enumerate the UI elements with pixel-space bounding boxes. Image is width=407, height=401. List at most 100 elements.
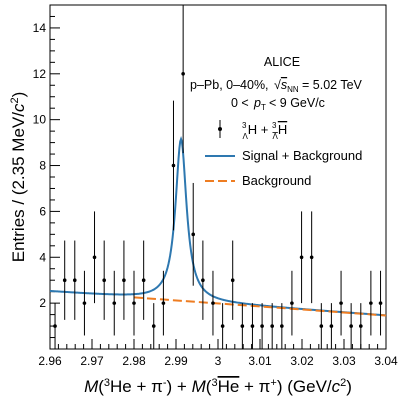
data-marker xyxy=(339,301,343,305)
data-marker xyxy=(201,278,205,283)
data-marker xyxy=(161,301,166,305)
data-point xyxy=(53,303,57,349)
data-marker xyxy=(220,324,225,328)
data-point xyxy=(290,270,294,336)
data-marker xyxy=(230,278,235,283)
data-point xyxy=(201,240,205,320)
data-marker xyxy=(378,301,383,305)
data-point xyxy=(151,303,156,349)
data-point xyxy=(270,303,274,349)
data-marker xyxy=(92,255,97,260)
pt-range-prefix: 0 < xyxy=(231,96,249,110)
data-point xyxy=(122,240,126,320)
data-marker xyxy=(181,72,185,76)
y-tick-label: 14 xyxy=(33,21,47,35)
y-tick-label: 8 xyxy=(39,159,46,173)
data-marker xyxy=(62,278,67,283)
data-point xyxy=(299,211,304,304)
data-point xyxy=(319,303,324,349)
data-point xyxy=(132,270,136,336)
data-marker xyxy=(72,278,77,283)
x-tick-label: 2.96 xyxy=(38,354,62,368)
x-tick-label: 2.97 xyxy=(80,354,104,368)
data-marker xyxy=(171,163,176,168)
series-layer xyxy=(49,5,387,349)
data-point xyxy=(211,270,215,336)
data-marker xyxy=(309,255,314,260)
data-marker xyxy=(112,301,117,305)
data-marker xyxy=(290,301,294,305)
data-point xyxy=(230,240,235,320)
data-marker xyxy=(132,301,136,305)
data-point xyxy=(349,303,353,349)
legend-marker-data xyxy=(218,120,222,138)
data-marker xyxy=(280,324,284,328)
data-point xyxy=(378,270,383,336)
x-tick-label: 2.98 xyxy=(122,354,146,368)
data-point xyxy=(171,100,176,231)
data-marker xyxy=(240,324,245,328)
data-marker xyxy=(250,324,255,328)
data-point xyxy=(141,240,146,320)
data-point xyxy=(72,240,77,320)
data-point xyxy=(191,182,196,286)
x-tick-label: 3.04 xyxy=(374,354,398,368)
data-marker xyxy=(329,324,334,328)
data-point xyxy=(280,303,284,349)
y-tick-label: 2 xyxy=(39,296,46,310)
data-point xyxy=(260,303,264,349)
system-prefix: p–Pb, 0–40%, xyxy=(190,78,269,92)
background-curve xyxy=(133,296,387,317)
data-marker xyxy=(102,278,106,283)
legend-label-signal: Signal + Background xyxy=(242,148,362,163)
data-marker xyxy=(349,324,353,328)
x-tick-label: 2.99 xyxy=(164,354,188,368)
data-marker xyxy=(141,278,146,283)
experiment-label: ALICE xyxy=(264,55,300,69)
x-axis: 2.96 2.97 2.98 2.99 3 3.01 3.02 3.03 3.04 xyxy=(38,339,398,368)
data-point xyxy=(102,240,106,320)
data-point xyxy=(250,303,255,349)
data-marker xyxy=(211,301,215,305)
signal-plus-background-curve xyxy=(49,135,387,317)
y-axis: 2 4 6 8 10 12 14 xyxy=(33,15,60,339)
legend-label-background: Background xyxy=(242,173,311,188)
plot-area: 2 4 6 8 10 12 14 2.96 2.97 2.98 2.99 3 3.01 3.02 3.03… xyxy=(33,4,398,368)
data-point xyxy=(220,303,225,349)
y-tick-label: 10 xyxy=(33,113,47,127)
x-tick-label: 3.03 xyxy=(332,354,356,368)
data-marker xyxy=(319,324,324,328)
data-point xyxy=(240,303,245,349)
data-point xyxy=(161,270,166,336)
pt-symbol: pT xyxy=(253,96,266,112)
data-marker xyxy=(191,232,196,237)
data-point xyxy=(82,270,87,336)
data-point xyxy=(359,303,363,349)
collision-system-label: p–Pb, 0–40%, √sNN = 5.02 TeV xyxy=(190,78,363,94)
data-marker xyxy=(151,324,156,328)
sqrts-symbol: √sNN xyxy=(274,78,299,94)
data-point xyxy=(181,5,185,154)
y-tick-label: 4 xyxy=(39,250,46,264)
data-marker xyxy=(369,301,373,305)
x-tick-label: 3.01 xyxy=(248,354,272,368)
data-point xyxy=(92,211,97,304)
data-marker xyxy=(359,324,363,328)
x-axis-title: M(3He + π-) + M(3He + π+) (GeV/c2) xyxy=(84,377,352,396)
data-marker xyxy=(53,324,57,328)
data-point xyxy=(369,270,373,336)
data-point xyxy=(329,303,334,349)
data-marker xyxy=(82,301,87,305)
data-point xyxy=(112,270,117,336)
legend: 3 ΛH + 3 ΛH Signal + Background Background xyxy=(205,120,362,188)
svg-text:p–Pb, 0–40%,: p–Pb, 0–40%, xyxy=(190,78,269,92)
data-point xyxy=(339,270,343,336)
y-axis-title: Entries / (2.35 MeV/c2) xyxy=(9,92,28,263)
y-tick-label: 12 xyxy=(33,67,47,81)
sqrts-value: = 5.02 TeV xyxy=(302,78,363,92)
data-marker xyxy=(299,255,304,260)
x-tick-label: 3 xyxy=(215,354,222,368)
y-tick-label: 6 xyxy=(39,204,46,218)
data-marker xyxy=(270,324,274,328)
